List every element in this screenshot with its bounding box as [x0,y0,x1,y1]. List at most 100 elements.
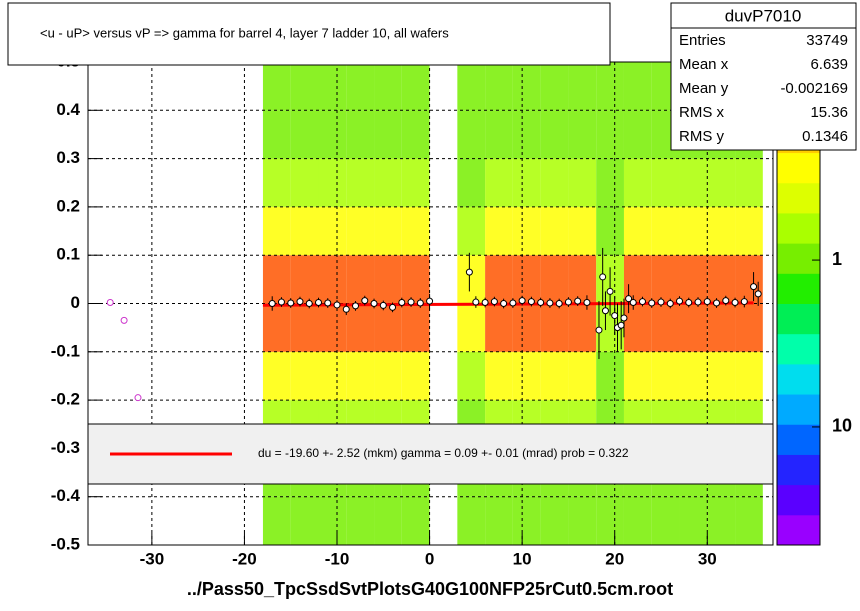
density-cell [346,206,375,256]
density-cell [485,158,513,207]
profile-point [740,298,748,306]
density-cell [290,496,319,545]
x-tick-label: 20 [605,549,624,568]
stats-value: 0.1346 [802,128,848,145]
density-cell [346,255,375,304]
density-cell [540,110,569,159]
density-cell [651,158,680,207]
profile-point [407,298,415,306]
profile-point [465,268,473,276]
profile-point [500,300,508,307]
stats-value: 6.639 [810,56,848,73]
x-tick-label: 0 [425,549,434,568]
density-cell [512,351,541,401]
density-cell [318,158,347,207]
density-cell [346,158,375,207]
profile-point [287,299,295,307]
x-tick-label: -20 [232,549,257,568]
density-cell [346,496,375,545]
profile-point [416,299,424,307]
density-cell [568,255,597,304]
density-cell [568,206,597,256]
color-bar-band [777,273,820,304]
profile-point [694,298,702,306]
density-cell [512,110,541,159]
density-cell [679,255,708,304]
density-cell [623,206,652,256]
density-cell [346,351,375,401]
profile-point [277,298,285,306]
density-cell [401,255,430,304]
density-cell [290,206,319,256]
y-tick-label: 0.4 [56,100,80,119]
density-cell [651,255,680,304]
density-cell [290,255,319,304]
density-cell [374,303,402,352]
density-cell [318,351,347,401]
density-cell [540,496,569,545]
density-cell [485,496,513,545]
density-cell [568,62,597,111]
x-tick-label: 30 [698,549,717,568]
density-cell [485,255,513,304]
profile-point [472,298,480,306]
density-cell [707,303,736,352]
density-cell [485,351,513,401]
y-tick-label: -0.3 [51,438,80,457]
density-cell [707,496,736,545]
density-cell [290,62,319,111]
density-cell [623,110,652,159]
color-bar-band [777,152,820,184]
color-bar-band [777,182,820,214]
density-cell [374,206,402,256]
density-cell [568,351,597,401]
y-tick-label: 0.3 [56,148,80,167]
profile-point [754,290,762,298]
density-cell [374,496,402,545]
density-cell [290,303,319,352]
density-cell [485,303,513,352]
density-cell [401,62,430,111]
profile-point [606,287,614,295]
density-cell [485,206,513,256]
density-cell [262,351,291,401]
profile-point [574,297,582,305]
profile-point [361,297,369,305]
stats-value: -0.002169 [780,80,848,97]
density-cell [707,255,736,304]
density-cell [679,206,708,256]
density-cell [540,351,569,401]
density-cell [374,110,402,159]
density-cell [679,351,708,401]
density-cell [401,206,430,256]
profile-point [490,298,498,306]
stats-key: Mean x [679,56,729,73]
density-cell [262,206,291,256]
density-cell [707,158,736,207]
profile-point [120,316,128,324]
density-cell [374,255,402,304]
chart-title: <u - uP> versus vP => gamma for barrel 4… [40,25,449,40]
density-cell [651,206,680,256]
density-cell [262,62,291,111]
density-cell [374,351,402,401]
density-cell [512,62,541,111]
density-cell [596,206,624,256]
density-cell [735,303,763,352]
color-bar-band [777,363,820,395]
density-cell [512,158,541,207]
profile-point [426,297,434,305]
density-cell [457,206,486,256]
density-cell [457,62,486,111]
y-tick-label: -0.2 [51,390,80,409]
z-tick-label: 1 [832,249,842,269]
density-cell [401,110,430,159]
profile-point [620,314,628,322]
y-tick-label: 0.2 [56,196,80,215]
profile-point [305,300,313,307]
density-cell [735,351,763,401]
y-tick-label: -0.4 [51,486,81,505]
profile-point [713,299,721,307]
density-cell [485,110,513,159]
profile-point [601,307,609,315]
